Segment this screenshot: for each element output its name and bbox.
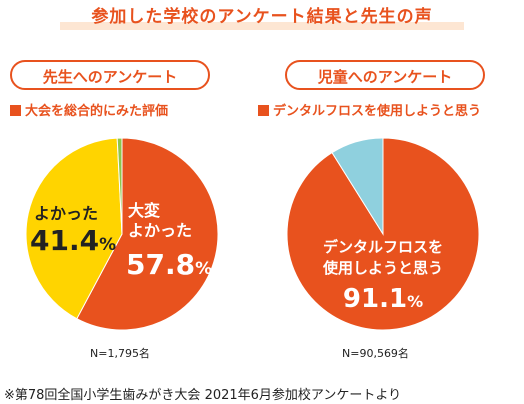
page-title: 参加した学校のアンケート結果と先生の声 <box>91 7 433 27</box>
student-pie <box>286 137 480 331</box>
legend-square-icon <box>258 105 269 116</box>
very-good-label-line1: 大変 <box>128 201 160 220</box>
floss-label-line1: デンタルフロスを <box>323 238 443 256</box>
title-highlight <box>60 22 464 30</box>
teacher-n-label: N=1,795名 <box>90 347 150 360</box>
teacher-pie <box>25 137 219 331</box>
student-legend: デンタルフロスを使用しようと思う <box>258 100 481 119</box>
student-n-label: N=90,569名 <box>342 347 409 360</box>
footnote: ※第78回全国小学生歯みがき大会 2021年6月参加校アンケートより <box>4 388 402 403</box>
floss-value: 91.1% <box>343 284 423 314</box>
teacher-pie-slice-2 <box>116 137 123 235</box>
very-good-value: 57.8% <box>126 248 212 281</box>
legend-square-icon <box>10 105 21 116</box>
very-good-label-line2: よかった <box>128 221 192 240</box>
teacher-pie-slice-1 <box>25 137 123 320</box>
student-panel-title: 児童へのアンケート <box>285 60 485 90</box>
teacher-panel-title: 先生へのアンケート <box>10 60 210 90</box>
student-legend-text: デンタルフロスを使用しようと思う <box>273 104 482 119</box>
teacher-legend-text: 大会を総合的にみた評価 <box>25 104 169 119</box>
good-value: 41.4% <box>30 224 116 257</box>
floss-label-line2: 使用しようと思う <box>322 259 443 277</box>
student-pie-slice-1 <box>331 137 384 236</box>
teacher-pie-slice-0 <box>76 137 219 331</box>
good-label: よかった <box>34 204 98 223</box>
teacher-legend: 大会を総合的にみた評価 <box>10 100 168 119</box>
